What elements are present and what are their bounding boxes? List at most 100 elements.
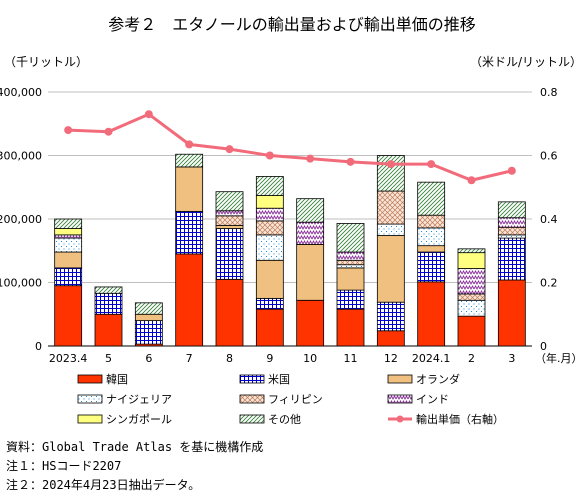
left-tick-label: 0 [35, 340, 42, 353]
unit-price-point [507, 166, 516, 175]
x-tick-label: 3 [508, 352, 515, 365]
bar-segment [54, 218, 83, 229]
bar-segment [336, 223, 365, 253]
bar-segment [417, 245, 446, 253]
bar-segment [255, 220, 284, 236]
left-tick-label: 100,000 [0, 277, 42, 290]
bar-segment [417, 214, 446, 229]
x-tick-label: 2 [468, 352, 475, 365]
unit-price-point [265, 151, 274, 160]
bar-segment [417, 251, 446, 283]
bar-segment [175, 153, 204, 168]
legend-swatch [239, 394, 265, 404]
bar-segment [255, 297, 284, 310]
unit-price-point [225, 145, 234, 154]
bar-segment [54, 237, 83, 253]
unit-price-point [346, 157, 355, 166]
bar-segment [336, 251, 365, 261]
right-tick-label: 0.8 [540, 86, 558, 99]
chart-title: 参考２ エタノールの輸出量および輸出単価の推移 [108, 15, 476, 34]
bar-segment [497, 234, 526, 239]
legend-swatch [387, 374, 413, 384]
unit-price-line-path [68, 112, 513, 182]
unit-price-point [427, 160, 436, 169]
bar-segment [497, 226, 526, 236]
bar-segment [54, 251, 83, 269]
x-tick-label: 7 [186, 352, 193, 365]
bar-segment [255, 259, 284, 299]
bar-segment [336, 267, 365, 291]
unit-price-point [306, 154, 315, 163]
x-axis-unit: （年.月） [535, 351, 583, 365]
unit-price-point [64, 126, 73, 135]
legend-swatch [77, 394, 103, 404]
stacked-bars [54, 153, 526, 347]
hs-code-note: 注１：HSコード2207 [6, 459, 122, 473]
legend-label: シンガポール [106, 413, 172, 426]
unit-price-point [104, 127, 113, 136]
bar-segment [336, 308, 365, 347]
bar-segment [417, 181, 446, 216]
left-tick-label: 300,000 [0, 150, 42, 163]
bar-segment [457, 248, 486, 254]
right-axis-ticks: 0 0.2 0.4 0.6 0.8 [540, 86, 558, 353]
unit-price-point [144, 110, 153, 119]
bar-segment [215, 278, 244, 347]
bar-segment [457, 252, 486, 269]
legend-swatch [77, 414, 103, 424]
left-axis-ticks: 0 100,000 200,000 300,000 400,000 [0, 86, 42, 353]
legend-label: 韓国 [106, 373, 128, 386]
left-axis-unit: （千リットル） [4, 55, 88, 69]
legend-swatch [77, 374, 103, 384]
bar-segment [296, 243, 325, 301]
source-notes: 資料：Global Trade Atlas を基に機構作成 注１：HSコード22… [6, 438, 263, 495]
bar-segment [497, 201, 526, 219]
bar-segment [497, 279, 526, 347]
bar-segment [457, 315, 486, 347]
left-tick-label: 200,000 [0, 213, 42, 226]
bar-segment [215, 215, 244, 226]
unit-price-line [64, 110, 516, 185]
unit-price-point [467, 176, 476, 185]
bar-segment [94, 286, 123, 294]
bar-segment [457, 299, 486, 317]
x-tick-label: 8 [226, 352, 233, 365]
legend-label: ナイジェリア [106, 393, 172, 406]
bar-segment [54, 228, 83, 236]
left-tick-label: 400,000 [0, 86, 42, 99]
bar-segment [255, 176, 284, 196]
extraction-date-note: 注２：2024年4月23日抽出データ。 [6, 478, 201, 492]
bar-segment [94, 313, 123, 347]
bar-segment [255, 308, 284, 347]
bar-segment [215, 228, 244, 280]
bar-segment [215, 210, 244, 217]
legend-label: オランダ [416, 372, 460, 386]
bar-segment [255, 207, 284, 222]
bar-segment [376, 190, 405, 225]
legend-label: インド [416, 393, 449, 406]
bar-segment [497, 237, 526, 281]
right-tick-label: 0.2 [540, 277, 558, 290]
bar-segment [457, 268, 486, 295]
x-tick-label: 11 [344, 352, 358, 365]
legend-swatch [239, 414, 265, 424]
bar-segment [376, 330, 405, 347]
unit-price-point [386, 160, 395, 169]
unit-price-point [185, 140, 194, 149]
bar-segment [296, 198, 325, 223]
bar-segment [376, 301, 405, 332]
x-tick-label: 6 [145, 352, 152, 365]
legend-swatch [239, 374, 265, 384]
bar-segment [215, 191, 244, 212]
legend-label: フィリピン [268, 393, 323, 406]
bar-segment [376, 235, 405, 303]
bar-segment [376, 223, 405, 236]
bar-segment [417, 281, 446, 347]
right-tick-label: 0.6 [540, 150, 558, 163]
bar-segment [296, 221, 325, 245]
bar-segment [336, 264, 365, 269]
legend-label: その他 [268, 413, 301, 426]
legend-label: 米国 [268, 373, 290, 386]
x-tick-label: 12 [384, 352, 398, 365]
